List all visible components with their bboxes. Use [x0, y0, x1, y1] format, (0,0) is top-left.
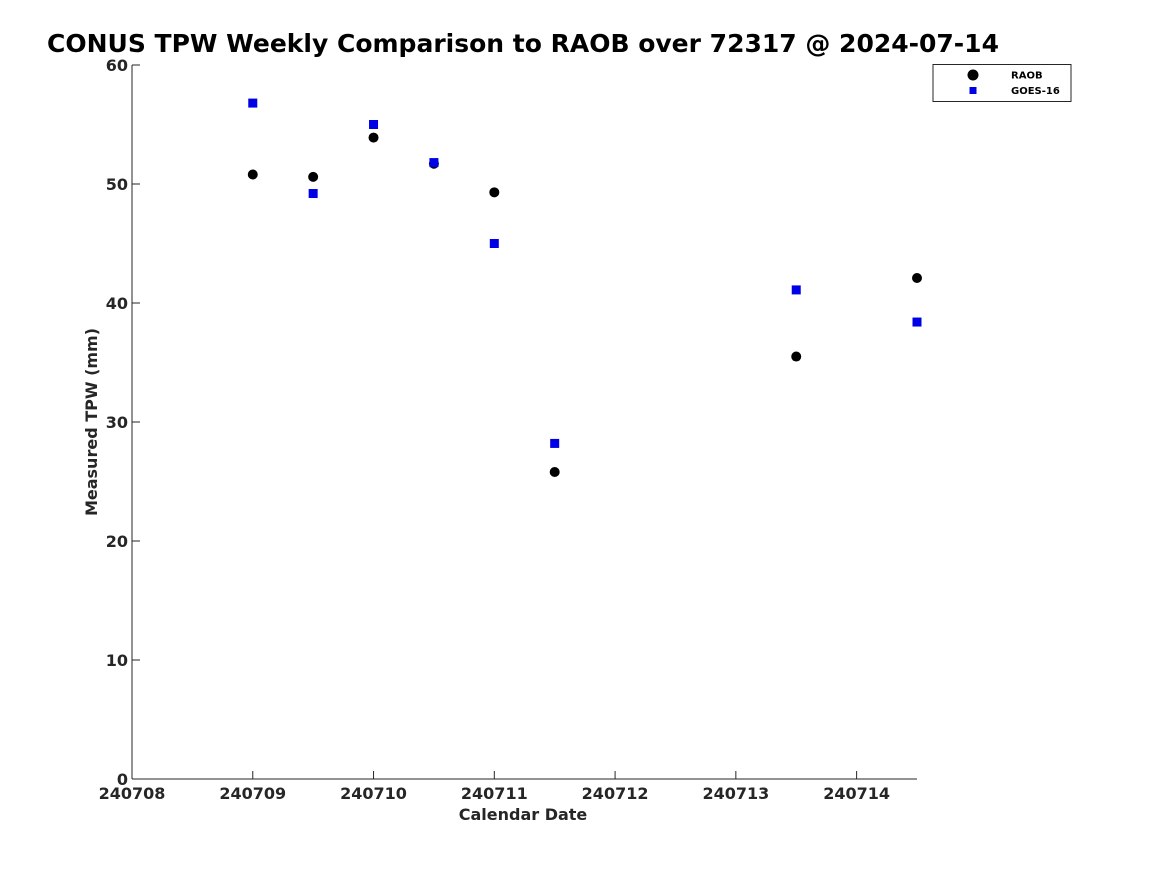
goes-16-point — [308, 189, 318, 199]
goes-16-point — [248, 98, 258, 108]
legend-label-goes-16: GOES-16 — [1011, 86, 1060, 97]
raob-point — [912, 273, 922, 284]
legend-items: RAOB GOES-16 — [967, 69, 1060, 97]
goes-16-point — [369, 120, 379, 129]
x-tick-label: 240710 — [340, 784, 407, 803]
goes-16-point — [550, 438, 560, 448]
y-tick-label: 20 — [106, 532, 128, 551]
x-ticks: 240708 240709 240710 240711 240712 240713 2407… — [99, 771, 890, 803]
y-tick-label: 60 — [106, 56, 128, 75]
data-points — [247, 98, 922, 477]
x-tick-label: 240712 — [582, 784, 649, 803]
y-tick-label: 50 — [106, 175, 128, 194]
y-ticks: 0 10 20 30 40 50 60 — [106, 56, 140, 789]
legend-label-raob: RAOB — [1011, 71, 1043, 82]
raob-point — [368, 132, 379, 143]
raob-point — [791, 351, 802, 362]
y-tick-label: 10 — [106, 651, 128, 670]
x-tick-label: 240709 — [219, 784, 286, 803]
raob-point — [247, 169, 258, 180]
raob-point — [549, 466, 560, 477]
raob-point — [308, 171, 319, 182]
y-axis-label: Measured TPW (mm) — [82, 328, 101, 516]
y-tick-label: 30 — [106, 413, 128, 432]
goes-16-point — [489, 239, 499, 248]
x-tick-label: 240708 — [99, 784, 166, 803]
legend-marker-goes-16 — [969, 87, 977, 94]
x-tick-label: 240714 — [823, 784, 890, 803]
x-tick-label: 240711 — [461, 784, 528, 803]
legend: RAOB GOES-16 — [932, 64, 1072, 102]
goes-16-point — [791, 285, 801, 295]
legend-marker-raob — [967, 69, 979, 81]
x-tick-label: 240713 — [702, 784, 769, 803]
y-tick-label: 0 — [117, 770, 128, 789]
y-tick-label: 40 — [106, 294, 128, 313]
raob-point — [489, 187, 500, 198]
chart-title: CONUS TPW Weekly Comparison to RAOB over… — [47, 29, 999, 58]
goes-16-point — [429, 158, 439, 168]
goes-16-point — [912, 317, 922, 327]
legend-box — [932, 64, 1072, 102]
x-axis-label: Calendar Date — [459, 805, 588, 824]
